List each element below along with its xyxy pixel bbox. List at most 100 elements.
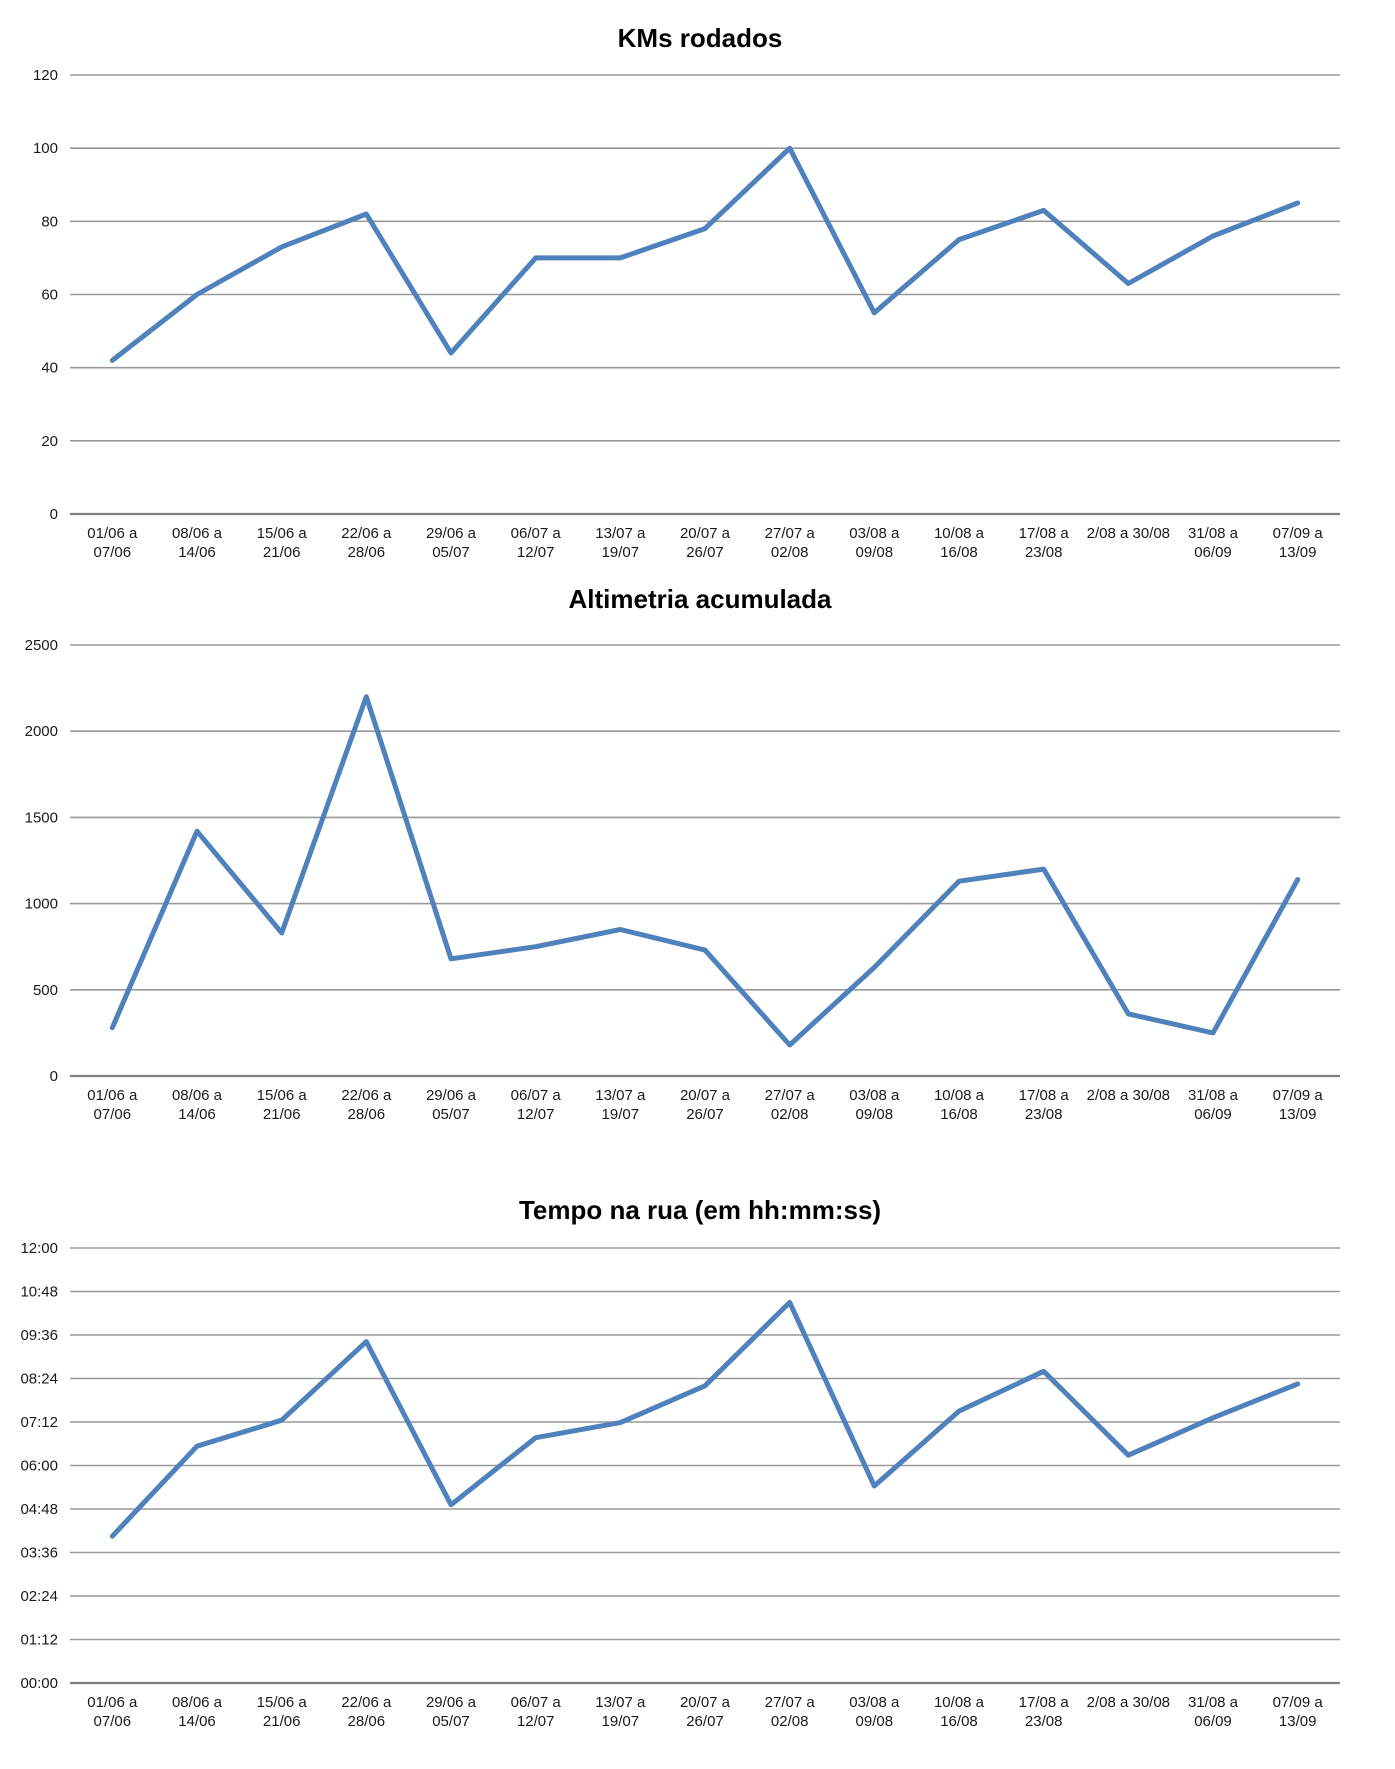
x-tick-label: 13/07 a [595, 1087, 646, 1104]
y-tick-label: 500 [33, 982, 58, 999]
y-tick-label: 0 [50, 1068, 58, 1085]
x-tick-label: 26/07 [686, 1713, 724, 1730]
x-tick-label: 14/06 [178, 544, 216, 561]
x-tick-label: 02/08 [771, 544, 809, 561]
x-tick-label: 22/06 a [341, 1087, 392, 1104]
x-tick-label: 02/08 [771, 1713, 809, 1730]
x-tick-label: 06/09 [1194, 1106, 1232, 1123]
x-tick-label: 15/06 a [257, 525, 308, 542]
x-tick-label: 06/09 [1194, 544, 1232, 561]
x-tick-label: 15/06 a [257, 1694, 308, 1711]
x-tick-label: 16/08 [940, 1106, 978, 1123]
x-tick-label: 2/08 a 30/08 [1087, 1087, 1170, 1104]
x-tick-label: 13/09 [1279, 1713, 1317, 1730]
x-tick-label: 06/09 [1194, 1713, 1232, 1730]
x-tick-label: 20/07 a [680, 1087, 731, 1104]
x-tick-label: 08/06 a [172, 1694, 223, 1711]
x-tick-label: 28/06 [348, 1713, 386, 1730]
y-tick-label: 02:24 [20, 1588, 58, 1605]
y-tick-label: 2500 [25, 637, 58, 654]
x-tick-label: 10/08 a [934, 1087, 985, 1104]
y-tick-label: 07:12 [20, 1414, 58, 1431]
x-tick-label: 03/08 a [849, 1087, 900, 1104]
x-tick-label: 02/08 [771, 1106, 809, 1123]
x-tick-label: 05/07 [432, 544, 470, 561]
x-tick-label: 07/09 a [1273, 1087, 1324, 1104]
x-tick-label: 2/08 a 30/08 [1087, 1694, 1170, 1711]
x-tick-label: 13/07 a [595, 525, 646, 542]
x-tick-label: 03/08 a [849, 525, 900, 542]
x-tick-label: 29/06 a [426, 1087, 477, 1104]
x-tick-label: 22/06 a [341, 525, 392, 542]
data-series-line [109, 145, 1301, 363]
chart-tempo: 00:00 01:12 02:24 03:36 04:48 06:00 07:12 08:24… [20, 1195, 1340, 1730]
x-tick-label: 29/06 a [426, 525, 477, 542]
x-tick-label: 19/07 [602, 1713, 640, 1730]
x-tick-label: 27/07 a [765, 1087, 816, 1104]
x-tick-label: 13/09 [1279, 1106, 1317, 1123]
x-tick-label: 08/06 a [172, 525, 223, 542]
chart-title-tempo: Tempo na rua (em hh:mm:ss) [519, 1195, 881, 1225]
y-tick-label: 100 [33, 140, 58, 157]
x-tick-label: 12/07 [517, 1713, 555, 1730]
x-tick-label: 21/06 [263, 1713, 301, 1730]
x-tick-label: 07/06 [94, 1106, 132, 1123]
x-tick-label: 31/08 a [1188, 1694, 1239, 1711]
x-tick-label: 03/08 a [849, 1694, 900, 1711]
y-tick-label: 0 [50, 506, 58, 523]
y-tick-label: 00:00 [20, 1675, 58, 1692]
y-tick-label: 09:36 [20, 1327, 58, 1344]
data-series-line [109, 694, 1301, 1048]
x-tick-label: 16/08 [940, 544, 978, 561]
x-tick-label: 15/06 a [257, 1087, 308, 1104]
x-tick-label: 07/06 [94, 1713, 132, 1730]
x-tick-label: 28/06 [348, 544, 386, 561]
y-tick-label: 80 [41, 213, 58, 230]
x-tick-label: 07/09 a [1273, 525, 1324, 542]
chart-title-altimetria: Altimetria acumulada [569, 584, 833, 614]
chart-kms: 0 20 40 60 80 100 120 01/06 a 07/06 08/06 a 14/06 1… [33, 23, 1340, 561]
y-tick-label: 03:36 [20, 1545, 58, 1562]
x-tick-label: 07/09 a [1273, 1694, 1324, 1711]
x-tick-label: 16/08 [940, 1713, 978, 1730]
y-tick-label: 2000 [25, 723, 58, 740]
x-tick-label: 01/06 a [87, 1087, 138, 1104]
x-tick-label: 09/08 [856, 544, 894, 561]
x-tick-label: 17/08 a [1019, 1694, 1070, 1711]
x-tick-label: 01/06 a [87, 1694, 138, 1711]
x-tick-label: 23/08 [1025, 544, 1063, 561]
x-tick-label: 19/07 [602, 1106, 640, 1123]
y-tick-label: 01:12 [20, 1632, 58, 1649]
x-tick-label: 05/07 [432, 1106, 470, 1123]
y-tick-label: 10:48 [20, 1284, 58, 1301]
x-tick-label: 06/07 a [511, 1694, 562, 1711]
x-tick-label: 23/08 [1025, 1106, 1063, 1123]
x-tick-label: 13/07 a [595, 1694, 646, 1711]
x-tick-label: 12/07 [517, 544, 555, 561]
x-tick-label: 06/07 a [511, 525, 562, 542]
x-tick-label: 27/07 a [765, 525, 816, 542]
data-series-line [109, 1299, 1301, 1539]
y-tick-label: 06:00 [20, 1458, 58, 1475]
x-tick-label: 29/06 a [426, 1694, 477, 1711]
x-tick-label: 07/06 [94, 544, 132, 561]
x-tick-label: 05/07 [432, 1713, 470, 1730]
x-tick-label: 28/06 [348, 1106, 386, 1123]
y-tick-label: 04:48 [20, 1501, 58, 1518]
x-tick-label: 31/08 a [1188, 525, 1239, 542]
x-tick-label: 19/07 [602, 544, 640, 561]
y-tick-label: 20 [41, 433, 58, 450]
y-tick-label: 08:24 [20, 1371, 58, 1388]
y-tick-label: 120 [33, 67, 58, 84]
x-tick-label: 27/07 a [765, 1694, 816, 1711]
y-tick-label: 40 [41, 360, 58, 377]
x-tick-label: 14/06 [178, 1713, 216, 1730]
y-tick-label: 1500 [25, 809, 58, 826]
x-tick-label: 20/07 a [680, 1694, 731, 1711]
x-tick-label: 13/09 [1279, 544, 1317, 561]
x-tick-label: 12/07 [517, 1106, 555, 1123]
x-tick-label: 21/06 [263, 544, 301, 561]
x-tick-label: 09/08 [856, 1713, 894, 1730]
